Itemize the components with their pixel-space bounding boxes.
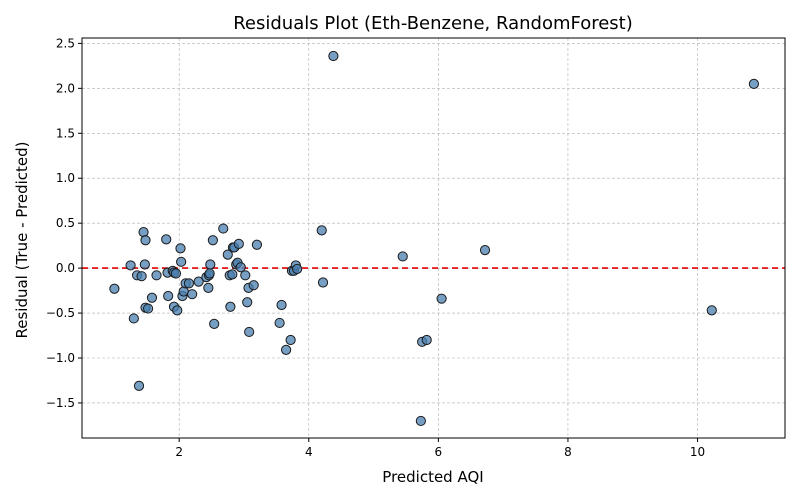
data-point: [187, 289, 198, 300]
data-point: [128, 313, 139, 324]
data-point: [227, 269, 238, 280]
y-tick-label: 2.0: [56, 81, 75, 95]
data-point: [203, 282, 214, 293]
data-point: [397, 251, 408, 262]
x-tick-label: 10: [690, 445, 705, 459]
x-tick-label: 6: [435, 445, 443, 459]
data-point: [170, 268, 182, 279]
data-point: [142, 303, 154, 314]
data-point: [251, 239, 263, 250]
data-point: [233, 238, 244, 249]
y-tick-label: −0.5: [46, 306, 75, 320]
data-point: [248, 280, 259, 291]
data-point: [136, 271, 147, 282]
data-point: [276, 299, 287, 311]
x-tick-label: 8: [564, 445, 572, 459]
y-tick-label: 0.0: [56, 261, 75, 275]
data-point: [146, 292, 158, 303]
data-point: [161, 234, 172, 245]
data-point: [207, 235, 218, 246]
y-tick-label: 2.5: [56, 36, 75, 50]
data-point: [163, 290, 174, 302]
data-point: [222, 249, 233, 260]
data-point: [240, 270, 251, 281]
data-point: [748, 78, 759, 89]
data-point: [218, 223, 229, 234]
data-point: [205, 259, 216, 270]
plot-area-frame: [81, 37, 786, 439]
data-point: [436, 293, 447, 304]
x-tick-label: 2: [175, 445, 183, 459]
data-point: [175, 243, 186, 254]
chart-title: Residuals Plot (Eth-Benzene, RandomFores…: [233, 13, 633, 34]
data-point: [285, 334, 296, 346]
y-tick-label: −1.0: [46, 351, 75, 365]
data-point: [140, 235, 151, 246]
y-tick-label: 0.5: [56, 216, 75, 230]
data-point: [109, 283, 120, 294]
scatter-points: [109, 50, 759, 427]
data-point: [204, 268, 215, 279]
data-point: [317, 277, 329, 288]
data-point: [328, 50, 339, 62]
x-tick-label: 4: [305, 445, 313, 459]
data-point: [244, 326, 255, 338]
grid: [82, 38, 785, 438]
data-point: [235, 262, 246, 273]
data-point: [706, 305, 717, 316]
y-axis-label: Residual (True - Predicted): [13, 141, 31, 338]
data-point: [479, 245, 491, 256]
data-point: [176, 256, 187, 267]
y-tick-label: −1.5: [46, 396, 75, 410]
data-point: [280, 344, 292, 356]
data-point: [183, 278, 195, 289]
data-point: [274, 317, 285, 329]
data-point: [415, 415, 426, 427]
data-point: [292, 263, 303, 275]
data-point: [133, 380, 145, 391]
data-point: [151, 270, 162, 281]
x-axis-label: Predicted AQI: [382, 468, 483, 486]
data-point: [225, 301, 236, 312]
data-point: [172, 305, 183, 316]
y-tick-label: 1.0: [56, 171, 75, 185]
data-point: [421, 334, 432, 346]
data-point: [209, 318, 220, 329]
axis-ticks: 2 4 6 8 10 −1.5 −1.0 −0.5 0.0 0.5 1.0 1.5 2.0 2.5: [46, 36, 705, 459]
data-point: [242, 297, 253, 308]
data-point: [125, 260, 136, 271]
data-point: [139, 259, 150, 270]
y-tick-label: 1.5: [56, 126, 75, 140]
data-point: [193, 276, 204, 287]
data-point: [316, 225, 327, 236]
